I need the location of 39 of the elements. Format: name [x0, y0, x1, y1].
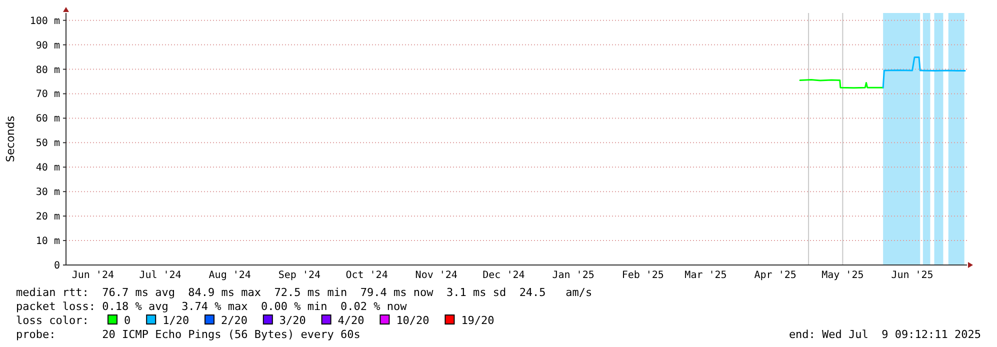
y-tick-label: 40 m [36, 162, 60, 174]
legend-label: 4/20 [338, 314, 364, 327]
y-tick-label: 0 [54, 260, 60, 272]
x-tick-label: Jul '24 [139, 270, 182, 281]
x-tick-label: Jun '25 [891, 270, 934, 281]
x-tick-label: Jan '25 [552, 270, 594, 281]
y-tick-label: 70 m [36, 89, 60, 100]
text: median rtt: 76.7 ms avg 84.9 ms max 72.5 ms min 79.4 ms now 3.1 ms sd 24.5 am/s [16, 286, 592, 299]
x-tick-label: May '25 [822, 270, 864, 281]
x-tick-label: Dec '24 [482, 270, 525, 281]
x-tick-label: Aug '24 [208, 270, 251, 281]
y-tick-label: 10 m [36, 236, 60, 248]
x-tick-label: Feb '25 [622, 270, 664, 281]
y-tick-label: 60 m [36, 114, 60, 125]
text: end: Wed Jul 9 09:12:11 2025 [788, 328, 981, 341]
x-tick-label: Sep '24 [278, 270, 321, 281]
x-tick-label: Oct '24 [346, 270, 388, 281]
y-tick-label: 20 m [36, 212, 60, 223]
legend-label: 1/20 [162, 314, 190, 327]
x-tick-label: Mar '25 [684, 270, 727, 281]
y-tick-label: 50 m [36, 138, 60, 150]
legend-label: 10/20 [396, 314, 430, 327]
x-tick-label: Nov '24 [415, 270, 458, 281]
line-series [882, 56, 966, 88]
x-tick-label: Jun '24 [72, 270, 114, 281]
y-tick-label: 90 m [36, 40, 60, 52]
y-tick-label: 80 m [36, 64, 60, 76]
x-tick-label: Apr '25 [754, 270, 796, 281]
line-series [799, 79, 884, 89]
y-axis-title: Seconds [4, 116, 17, 162]
y-tick-label: 30 m [36, 187, 60, 198]
text: packet loss: 0.18 % avg 3.74 % max 0.00 % min 0.02 % now [16, 300, 408, 313]
legend-label: 3/20 [279, 314, 306, 327]
legend-title: loss color: [16, 314, 89, 327]
legend-label: 19/20 [461, 314, 494, 327]
y-tick-label: 100 m [30, 16, 60, 27]
text: probe: 20 ICMP Echo Pings (56 Bytes) every 60s [16, 328, 360, 341]
legend-label: 2/20 [221, 314, 248, 327]
legend-label: 0 [124, 314, 131, 327]
